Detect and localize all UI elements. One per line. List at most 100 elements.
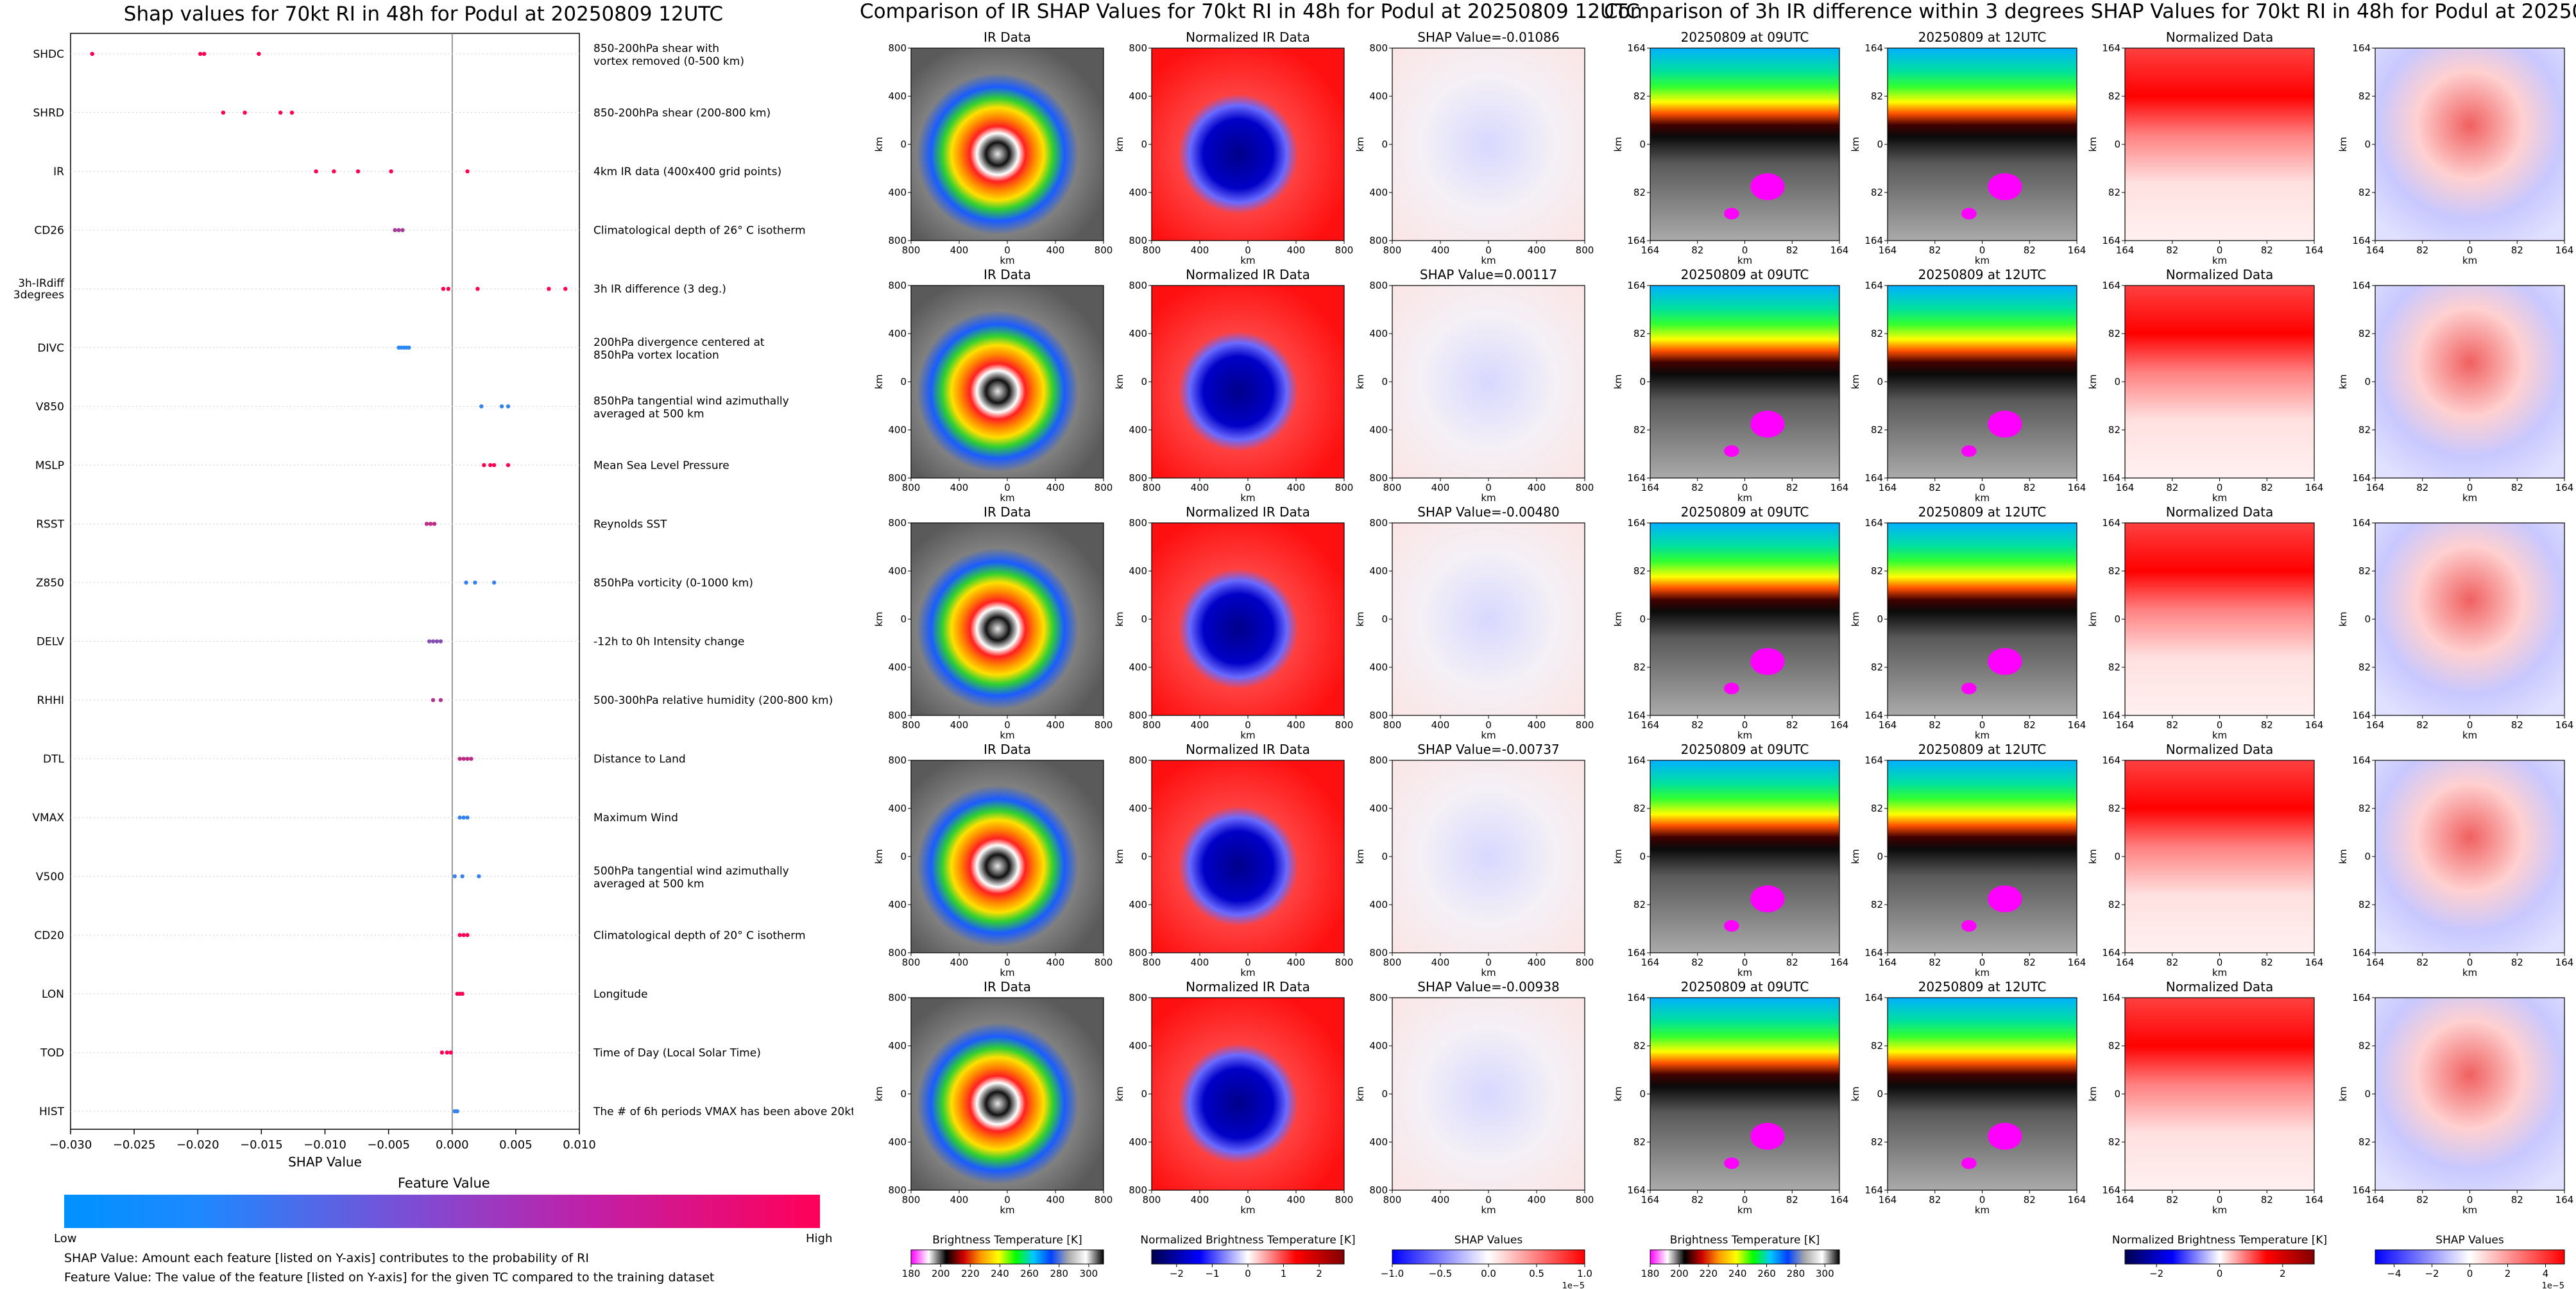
shap-point — [464, 580, 468, 585]
x-axis-label: km — [2212, 492, 2227, 504]
y-tick-label: 82 — [2358, 328, 2371, 339]
heatmap-image — [1650, 522, 1840, 716]
x-tick-label: 0 — [1485, 1194, 1492, 1206]
heatmap-image — [2124, 285, 2315, 479]
x-tick-label: 400 — [1528, 719, 1546, 731]
y-axis-label: km — [2337, 137, 2349, 151]
x-tick-label: 400 — [1046, 482, 1065, 493]
y-tick-label: 164 — [1864, 710, 1883, 721]
colorbar-tick-label: −4 — [2387, 1268, 2401, 1279]
x-axis-label: km — [1975, 492, 1990, 504]
x-tick-label: −0.030 — [49, 1138, 92, 1152]
x-tick-label: 0 — [1742, 1194, 1748, 1206]
x-tick-label: 800 — [1335, 244, 1354, 256]
y-tick-label: 82 — [2108, 424, 2120, 436]
y-tick-label: 0 — [1877, 139, 1883, 150]
feature-name-label: V850 — [36, 400, 64, 413]
ir-comparison-title: Comparison of IR SHAP Values for 70kt RI… — [860, 0, 1640, 23]
x-tick-label: 800 — [1095, 244, 1113, 256]
heatmap-image — [2375, 760, 2565, 953]
x-tick-label: 82 — [2261, 244, 2273, 256]
y-tick-label: 400 — [888, 1136, 907, 1148]
x-tick-label: 82 — [2166, 719, 2178, 731]
y-axis-label: km — [1850, 849, 1861, 864]
y-tick-label: 800 — [1369, 710, 1388, 721]
x-tick-label: 400 — [1191, 482, 1209, 493]
x-tick-label: 82 — [2261, 1194, 2273, 1206]
panel-title: Normalized IR Data — [1186, 267, 1310, 282]
x-tick-label: 82 — [2024, 482, 2036, 493]
heatmap-image — [1151, 285, 1345, 479]
y-tick-label: 400 — [1129, 1136, 1147, 1148]
y-tick-label: 0 — [2364, 613, 2371, 625]
x-tick-label: 164 — [2555, 957, 2574, 968]
y-tick-label: 800 — [1129, 947, 1147, 959]
x-tick-label: 82 — [2261, 719, 2273, 731]
x-tick-label: 164 — [1830, 482, 1849, 493]
x-tick-label: 164 — [1879, 957, 1897, 968]
x-tick-label: 0 — [2217, 482, 2223, 493]
x-tick-label: 0 — [1485, 482, 1492, 493]
y-tick-label: 164 — [1627, 1184, 1646, 1196]
y-tick-label: 82 — [2108, 565, 2120, 577]
x-axis-label: km — [1975, 730, 1990, 741]
x-tick-label: 82 — [1786, 719, 1798, 731]
panel-title: 20250809 at 12UTC — [1918, 742, 2047, 757]
shap-point — [482, 463, 486, 468]
y-tick-label: 0 — [1141, 139, 1147, 150]
y-tick-label: 82 — [1871, 662, 1883, 673]
panel-title: 20250809 at 12UTC — [1918, 267, 2047, 282]
y-tick-label: 164 — [2102, 1184, 2120, 1196]
y-axis-label: km — [1612, 374, 1624, 389]
y-tick-label: 82 — [2108, 90, 2120, 102]
x-tick-label: 164 — [1879, 719, 1897, 731]
y-tick-label: 82 — [2108, 1040, 2120, 1052]
x-tick-label: 0 — [1004, 957, 1011, 968]
x-tick-label: 82 — [2166, 244, 2178, 256]
x-tick-label: 400 — [1431, 244, 1450, 256]
cold-cloud-blob — [1724, 920, 1739, 932]
x-axis-label: km — [1975, 255, 1990, 266]
heatmap-image — [1887, 997, 2077, 1191]
x-axis-label: km — [1737, 492, 1752, 504]
heatmap-image — [2124, 760, 2315, 953]
x-tick-label: 164 — [2366, 1194, 2385, 1206]
x-tick-label: 800 — [1576, 1194, 1594, 1206]
y-tick-label: 0 — [1381, 1088, 1388, 1100]
x-tick-label: 800 — [1143, 482, 1161, 493]
x-tick-label: 0 — [1245, 482, 1251, 493]
y-tick-label: 0 — [1141, 613, 1147, 625]
y-tick-label: 164 — [1864, 472, 1883, 484]
cold-cloud-blob — [1988, 1123, 2022, 1150]
cold-cloud-blob — [1961, 920, 1977, 932]
colorbar-tick-label: 4 — [2543, 1268, 2549, 1279]
x-tick-label: 164 — [2366, 482, 2385, 493]
x-axis-label: km — [1000, 255, 1014, 266]
y-tick-label: 800 — [888, 710, 907, 721]
shap-point — [461, 933, 466, 937]
heatmap-image — [1151, 47, 1345, 241]
shap-point — [431, 639, 436, 644]
colorbar-tick-label: 0.0 — [1481, 1268, 1496, 1279]
x-tick-label: 164 — [2555, 244, 2574, 256]
y-tick-label: 164 — [2102, 42, 2120, 54]
colorbar-tick-label: 280 — [1787, 1268, 1805, 1279]
cold-cloud-blob — [1724, 683, 1739, 694]
y-tick-label: 164 — [1627, 42, 1646, 54]
x-axis-label: km — [1000, 967, 1014, 978]
y-tick-label: 82 — [1871, 803, 1883, 814]
y-tick-label: 164 — [2102, 280, 2120, 291]
colorbar-label: Brightness Temperature [K] — [932, 1234, 1082, 1247]
y-tick-label: 164 — [1864, 947, 1883, 959]
y-tick-label: 82 — [1633, 662, 1646, 673]
cold-cloud-blob — [1988, 885, 2022, 912]
y-tick-label: 164 — [2102, 992, 2120, 1003]
x-tick-label: 800 — [902, 244, 921, 256]
panel-title: SHAP Value=-0.01086 — [1417, 30, 1559, 45]
colorbar-tick-label: 180 — [902, 1268, 921, 1279]
x-tick-label: 164 — [2116, 1194, 2135, 1206]
heatmap-image — [1392, 47, 1585, 241]
x-tick-label: −0.005 — [367, 1138, 410, 1152]
x-tick-label: 82 — [2166, 957, 2178, 968]
heatmap-image — [2375, 997, 2565, 1191]
